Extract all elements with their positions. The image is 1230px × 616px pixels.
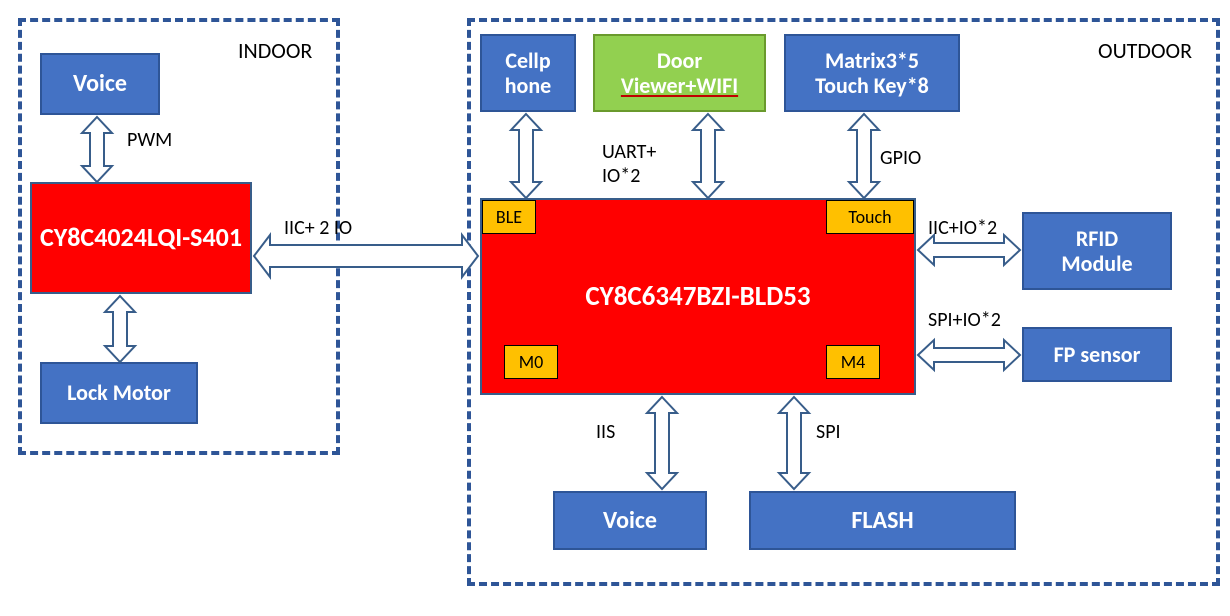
flash-label: FLASH <box>851 507 913 535</box>
indoor-mcu-label: CY8C4024LQI-S401 <box>40 223 242 253</box>
touch-subblock: Touch <box>826 200 914 234</box>
connector-mcu-flash <box>779 397 809 489</box>
lock-motor-block: Lock Motor <box>40 362 198 424</box>
indoor-title: INDOOR <box>238 37 312 64</box>
connector-label-door-mcu: UART+IO*2 <box>602 140 656 188</box>
door-viewer-block: DoorViewer+WIFI <box>593 34 766 112</box>
connector-pwm <box>82 117 112 182</box>
outdoor-title: OUTDOOR <box>1098 37 1192 64</box>
connector-touch-mcu <box>849 114 879 198</box>
connector-door-mcu <box>693 114 723 198</box>
flash-block: FLASH <box>749 491 1016 550</box>
connector-label-pwm: PWM <box>127 128 172 152</box>
connector-in-to-lock <box>105 296 135 362</box>
touch-label: Touch <box>848 207 891 228</box>
voice-indoor-block: Voice <box>40 53 160 115</box>
connector-label-touch-mcu: GPIO <box>880 146 921 170</box>
connector-label-mcu-flash: SPI <box>816 420 841 444</box>
ble-label: BLE <box>496 207 522 228</box>
rfid-label: RFIDModule <box>1061 226 1132 277</box>
m0-subblock: M0 <box>504 345 558 379</box>
m4-subblock: M4 <box>826 345 880 379</box>
voice-outdoor-block: Voice <box>553 491 707 550</box>
door-viewer-label: DoorViewer+WIFI <box>621 48 738 99</box>
fp-sensor-block: FP sensor <box>1022 327 1172 382</box>
voice-outdoor-label: Voice <box>603 507 657 535</box>
connector-cell-ble <box>511 114 541 198</box>
connector-mcu-voice <box>647 397 677 489</box>
connector-label-mcu-fp: SPI+IO*2 <box>928 308 1001 332</box>
m0-label: M0 <box>519 352 544 373</box>
touchkey-label: Matrix3*5Touch Key*8 <box>815 48 929 99</box>
connector-mcu-fp <box>918 340 1020 370</box>
lock-motor-label: Lock Motor <box>67 380 171 405</box>
ble-subblock: BLE <box>482 200 536 234</box>
voice-indoor-label: Voice <box>73 70 127 98</box>
connector-label-mcu-voice: IIS <box>596 420 615 444</box>
m4-label: M4 <box>841 352 866 373</box>
outdoor-mcu-label: CY8C6347BZI-BLD53 <box>585 281 810 312</box>
cellphone-block: Cellphone <box>480 34 576 112</box>
connector-iic2io <box>254 235 478 277</box>
rfid-block: RFIDModule <box>1022 212 1172 290</box>
connector-label-iic2io: IIC+ 2 IO <box>284 216 352 240</box>
fp-label: FP sensor <box>1054 342 1141 367</box>
indoor-mcu-block: CY8C4024LQI-S401 <box>30 182 252 294</box>
connector-label-mcu-rfid: IIC+IO*2 <box>928 216 997 240</box>
touchkey-block: Matrix3*5Touch Key*8 <box>784 34 960 112</box>
cellphone-label: Cellphone <box>505 48 552 99</box>
